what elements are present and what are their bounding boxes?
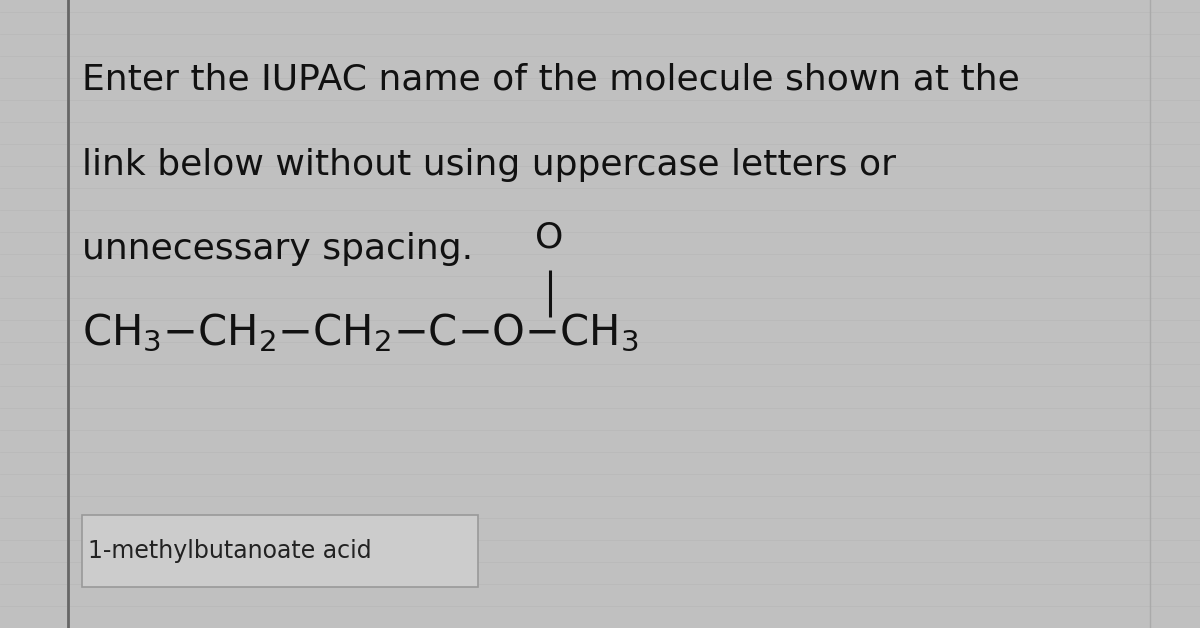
Text: O: O bbox=[535, 220, 564, 254]
Text: unnecessary spacing.: unnecessary spacing. bbox=[82, 232, 473, 266]
Text: 1-methylbutanoate acid: 1-methylbutanoate acid bbox=[88, 539, 371, 563]
Text: link below without using uppercase letters or: link below without using uppercase lette… bbox=[82, 148, 895, 181]
Text: Enter the IUPAC name of the molecule shown at the: Enter the IUPAC name of the molecule sho… bbox=[82, 63, 1019, 97]
Text: CH$_3$$-$CH$_2$$-$CH$_2$$-$C$-$O$-$CH$_3$: CH$_3$$-$CH$_2$$-$CH$_2$$-$C$-$O$-$CH$_3… bbox=[82, 311, 638, 354]
FancyBboxPatch shape bbox=[82, 515, 478, 587]
